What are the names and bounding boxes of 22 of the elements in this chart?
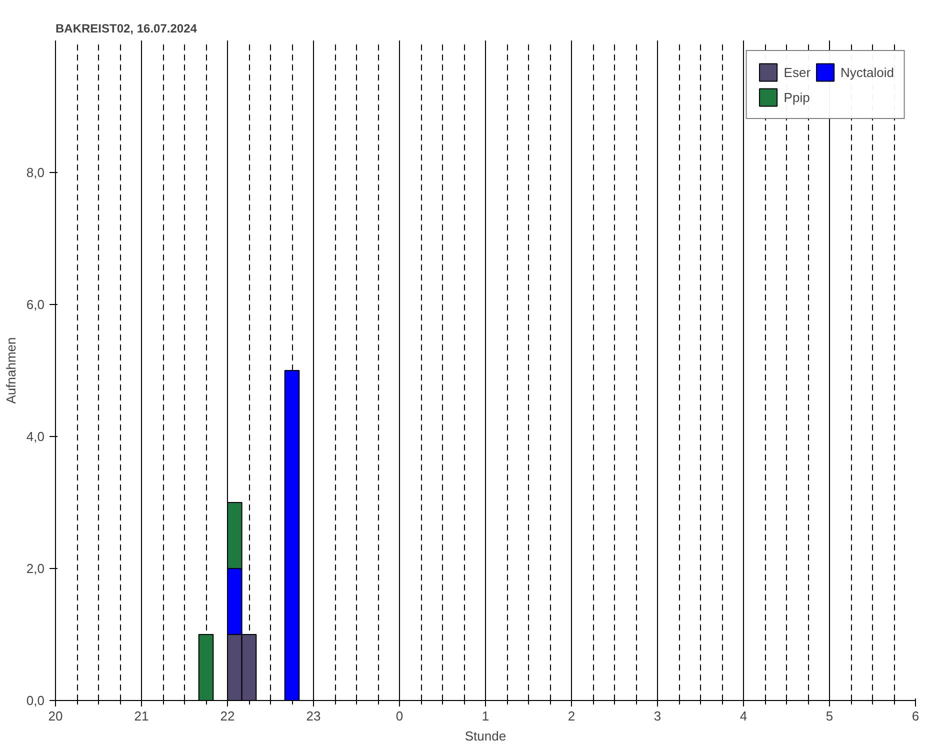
x-tick-label: 22 <box>220 708 235 724</box>
x-tick-label: 21 <box>134 708 149 724</box>
y-tick-label: 6,0 <box>26 297 45 312</box>
y-tick-label: 0,0 <box>26 693 45 708</box>
x-tick-label: 0 <box>396 708 404 724</box>
legend-label: Ppip <box>784 90 810 104</box>
x-tick-label: 4 <box>740 708 748 724</box>
y-tick-label: 4,0 <box>26 429 45 444</box>
legend-label: Nyctaloid <box>840 64 894 80</box>
y-tick-label: 8,0 <box>26 165 45 180</box>
x-tick-label: 20 <box>48 708 63 724</box>
x-tick-label: 3 <box>654 708 662 724</box>
x-tick-label: 2 <box>568 708 576 724</box>
y-tick-label: 2,0 <box>26 561 45 576</box>
x-axis-title: Stunde <box>464 728 506 744</box>
x-tick-label: 6 <box>912 708 920 724</box>
x-tick-label: 5 <box>826 708 834 724</box>
y-axis-title: Aufnahmen <box>3 337 18 404</box>
x-tick-label: 1 <box>482 708 490 724</box>
x-tick-label: 23 <box>306 708 321 724</box>
chart-title: BAKREIST02, 16.07.2024 <box>56 22 198 36</box>
legend-label: Eser <box>784 64 811 80</box>
